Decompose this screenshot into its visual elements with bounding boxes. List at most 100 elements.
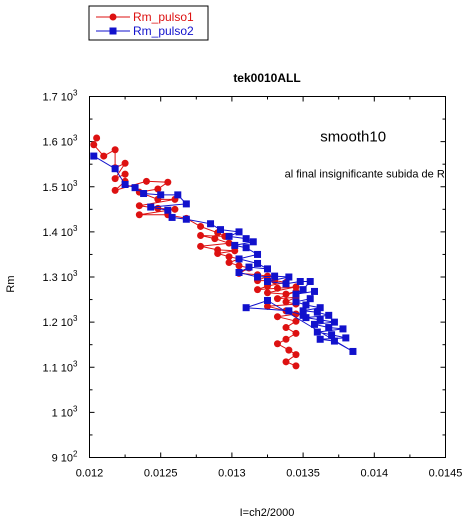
data-point — [197, 242, 205, 250]
data-point — [157, 191, 165, 199]
legend-box — [88, 5, 209, 41]
annotation-text: smooth10 — [320, 129, 386, 146]
data-point — [339, 325, 347, 333]
legend-marker-circle — [109, 13, 117, 21]
data-point — [164, 206, 172, 214]
data-point — [292, 351, 300, 359]
data-point — [100, 152, 108, 160]
data-point — [154, 185, 162, 193]
data-point — [316, 316, 324, 324]
data-point — [140, 190, 148, 198]
legend-label-series-1: Rm_pulso1 — [133, 10, 194, 24]
data-point — [325, 324, 333, 332]
data-point — [299, 307, 307, 315]
data-point — [242, 244, 250, 252]
data-point — [235, 268, 243, 276]
data-point — [273, 295, 281, 303]
data-point — [349, 347, 357, 355]
data-point — [174, 191, 182, 199]
data-point — [121, 159, 129, 167]
x-tick-label: 0.012 — [76, 468, 104, 480]
y-tick-label: 1.4 103 — [42, 224, 78, 239]
data-point — [171, 205, 179, 213]
data-point — [254, 273, 262, 281]
data-point — [225, 232, 233, 240]
data-point — [264, 289, 271, 297]
y-tick-label: 9 102 — [52, 450, 78, 465]
y-tick-label: 1.6 103 — [42, 134, 78, 149]
data-point — [245, 263, 253, 271]
data-point — [310, 287, 318, 295]
data-point — [325, 311, 333, 319]
legend-item-series-2: Rm_pulso2 — [96, 24, 194, 38]
data-point — [285, 346, 293, 354]
data-point — [316, 304, 324, 312]
data-point — [135, 211, 143, 219]
legend-item-series-1: Rm_pulso1 — [96, 10, 194, 24]
data-point — [225, 239, 233, 247]
data-point — [292, 362, 300, 370]
data-point — [310, 320, 318, 328]
x-axis-label: I=ch2/2000 — [240, 507, 295, 519]
data-point — [90, 141, 98, 149]
data-point — [225, 253, 233, 261]
data-point — [313, 308, 321, 316]
data-point — [273, 284, 281, 292]
data-point — [197, 222, 205, 230]
annotation-text: al final insignificante subida de R — [285, 169, 445, 181]
data-point — [292, 317, 300, 325]
data-point — [271, 272, 279, 280]
data-point — [302, 301, 310, 309]
data-point — [299, 311, 307, 319]
data-point — [285, 307, 293, 315]
data-point — [299, 286, 307, 294]
y-tick-label: 1.1 103 — [42, 359, 78, 374]
data-point — [93, 134, 101, 142]
data-point — [330, 337, 338, 345]
data-point — [254, 250, 262, 258]
y-axis-label: Rm — [5, 275, 17, 292]
data-point — [282, 280, 290, 288]
data-point — [168, 213, 176, 221]
y-tick-label: 1.7 103 — [42, 89, 78, 104]
y-tick-label: 1.5 103 — [42, 179, 78, 194]
data-point — [264, 278, 271, 286]
annotation-layer: smooth10 al final insignificante subida d… — [285, 129, 445, 181]
x-tick-label: 0.0125 — [144, 468, 178, 480]
data-point — [121, 180, 129, 188]
data-point — [273, 340, 281, 348]
data-point — [147, 203, 155, 211]
x-tick-label: 0.013 — [218, 468, 246, 480]
data-point — [328, 331, 336, 339]
data-point — [111, 146, 119, 154]
ticks-layer: 0.012 0.0125 0.013 0.0135 0.014 0.0145 9 102 1 … — [42, 89, 462, 480]
data-point — [235, 228, 243, 236]
data-point — [121, 170, 129, 178]
data-point — [254, 286, 262, 294]
data-point — [273, 313, 281, 321]
data-point — [282, 324, 290, 332]
series-2 — [90, 152, 357, 355]
chart-title: tek0010ALL — [233, 71, 300, 85]
x-tick-label: 0.0135 — [286, 468, 320, 480]
data-point — [111, 186, 119, 194]
data-point — [182, 215, 190, 223]
data-point — [306, 295, 314, 303]
data-point — [235, 255, 243, 263]
data-point — [111, 165, 119, 173]
data-point — [342, 334, 350, 342]
data-point — [296, 278, 304, 286]
data-point — [90, 152, 98, 160]
data-point — [197, 231, 205, 239]
data-point — [282, 335, 290, 343]
series-1 — [90, 134, 300, 370]
data-point — [131, 184, 139, 192]
data-point — [285, 273, 293, 281]
data-point — [254, 259, 262, 267]
data-point — [242, 235, 250, 243]
data-point — [225, 259, 233, 267]
data-point — [264, 296, 271, 304]
data-point — [182, 200, 190, 208]
